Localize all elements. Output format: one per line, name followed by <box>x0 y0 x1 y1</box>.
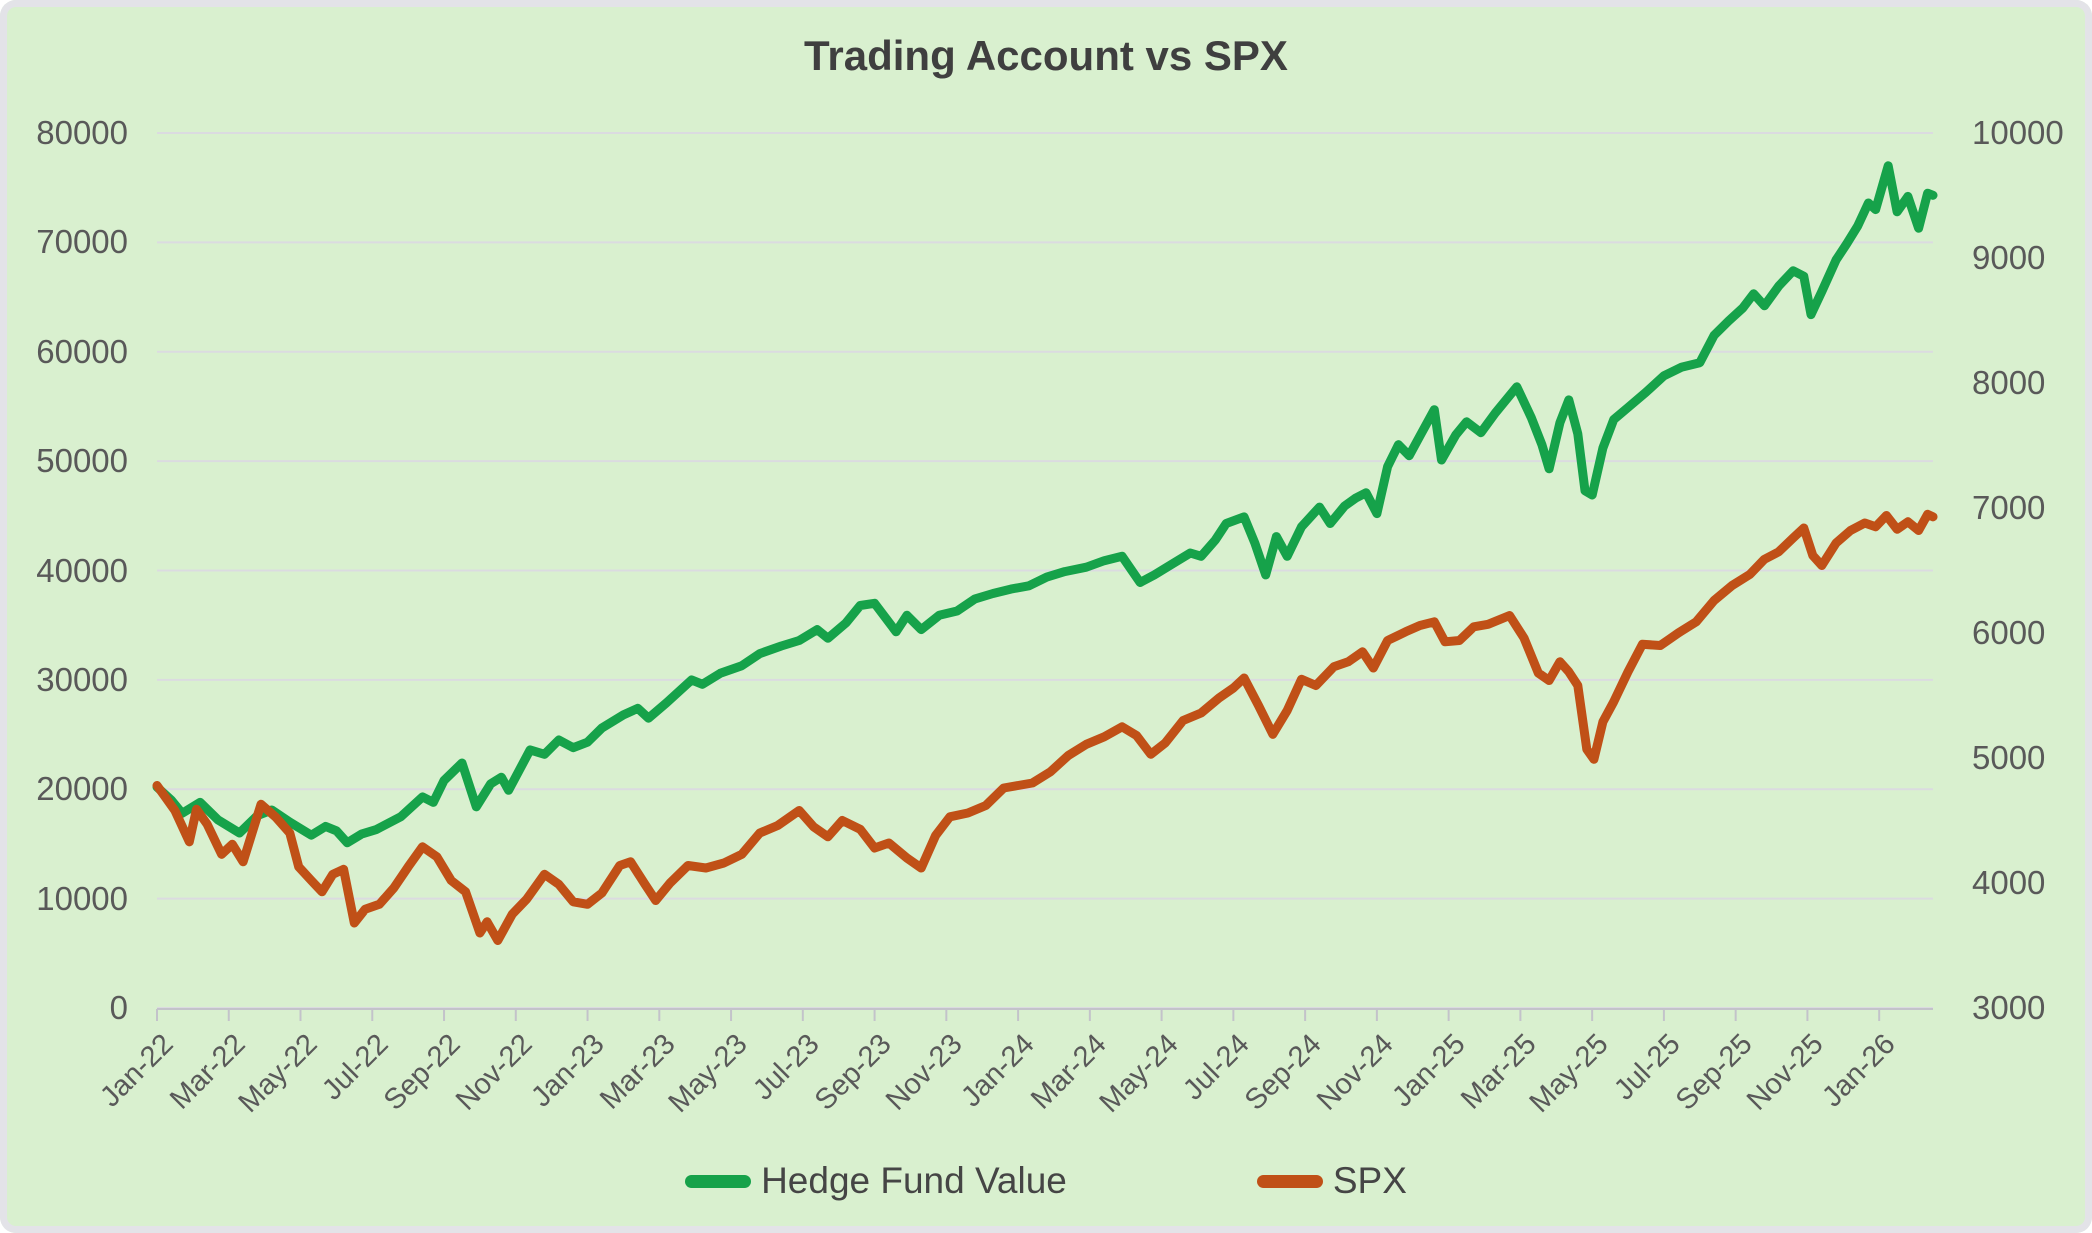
y-axis-left-tick-label: 0 <box>109 989 128 1026</box>
legend-item-spx: SPX <box>1256 1160 1407 1202</box>
y-axis-left-tick-label: 80000 <box>36 114 128 151</box>
y-axis-right-tick-label: 10000 <box>1972 114 2064 151</box>
y-axis-left-tick-label: 20000 <box>36 770 128 808</box>
y-axis-left-tick-label: 60000 <box>36 332 128 370</box>
spx-line-swatch <box>1256 1174 1323 1188</box>
y-axis-left-tick-label: 50000 <box>36 442 128 480</box>
legend: Hedge Fund Value SPX <box>0 1160 2092 1202</box>
y-axis-left-tick-label: 10000 <box>36 879 128 917</box>
y-axis-left-tick-label: 30000 <box>36 660 128 698</box>
y-axis-right-tick-label: 9000 <box>1972 239 2046 276</box>
legend-label-hedge-fund: Hedge Fund Value <box>761 1160 1067 1201</box>
y-axis-left-tick-label: 70000 <box>36 223 128 261</box>
legend-label-spx: SPX <box>1332 1160 1407 1201</box>
y-axis-right-tick-label: 7000 <box>1972 489 2046 526</box>
legend-item-hedge-fund: Hedge Fund Value <box>685 1160 1067 1202</box>
y-axis-right-tick-label: 3000 <box>1972 989 2046 1026</box>
hedge-fund-value-line <box>152 161 1938 848</box>
y-axis-right-tick-label: 6000 <box>1972 614 2046 651</box>
y-axis-right-tick-label: 8000 <box>1972 364 2046 401</box>
y-axis-right-tick-label: 5000 <box>1972 739 2046 776</box>
y-axis-left-tick-label: 40000 <box>36 551 128 589</box>
chart-title: Trading Account vs SPX <box>804 32 1288 79</box>
y-axis-right-tick-label: 4000 <box>1972 864 2046 901</box>
spx-line <box>152 509 1938 945</box>
hedge-fund-line-swatch <box>685 1174 752 1188</box>
